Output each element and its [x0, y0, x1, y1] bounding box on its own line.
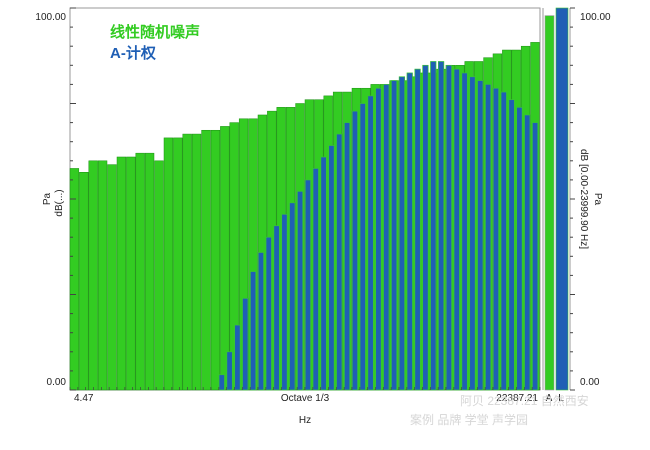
a-weighted-bar [281, 213, 288, 391]
noise-bar [135, 152, 145, 391]
a-weighted-bar [500, 91, 507, 391]
a-weighted-bar [469, 76, 476, 391]
a-weighted-bar [343, 122, 351, 391]
noise-bar [201, 129, 211, 391]
noise-bar [173, 137, 183, 391]
noise-bar [220, 126, 230, 391]
noise-bar [191, 133, 202, 391]
a-weighted-bar [359, 103, 366, 391]
noise-bar [107, 164, 117, 391]
a-weighted-bar [445, 64, 453, 391]
a-weighted-bar [218, 374, 225, 391]
colorbar-panel [542, 7, 571, 391]
colorbar-l-label: L [558, 393, 564, 404]
a-weighted-bar [414, 68, 421, 391]
noise-bar [144, 152, 155, 391]
a-weighted-bar [477, 80, 484, 391]
a-weighted-bar [296, 191, 304, 391]
a-weighted-bar [320, 156, 327, 391]
y-axis-unit-label: Pa [42, 192, 53, 205]
y-axis-db-label: dB(...) [54, 189, 65, 216]
noise-bar [182, 133, 192, 391]
a-weighted-bar [351, 110, 359, 391]
a-weighted-bar [453, 68, 460, 391]
a-weighted-bar [508, 99, 515, 391]
a-weighted-bar [375, 87, 382, 391]
colorbar-ticks [570, 7, 575, 391]
a-weighted-bar [461, 72, 468, 391]
a-weighted-bar [430, 61, 437, 391]
a-weighted-bar [304, 179, 312, 391]
noise-bar [126, 156, 136, 391]
a-weighted-bar [437, 61, 445, 391]
a-weighted-bar [390, 80, 398, 391]
colorbar-max-label: 100.00 [580, 12, 611, 23]
a-weighted-bar [398, 76, 406, 391]
legend-a-weighting: A-计权 [110, 44, 157, 62]
noise-bar [97, 160, 108, 391]
a-weighted-bar [289, 202, 296, 391]
a-weighted-bar [265, 236, 272, 391]
a-weighted-bar [531, 122, 539, 391]
colorbar-unit-label: Pa [592, 193, 603, 206]
x-axis-unit-label: Hz [299, 415, 311, 426]
a-weighted-bar [257, 252, 265, 391]
a-weighted-bar [383, 84, 390, 391]
a-weighted-bar [367, 95, 374, 391]
noise-bar [69, 168, 80, 391]
x-axis-center-label: Octave 1/3 [281, 393, 330, 404]
noise-bar [116, 156, 127, 391]
a-weighted-bar [226, 351, 233, 391]
a-weighted-bars [218, 61, 539, 391]
x-axis-ticks [69, 387, 541, 390]
noise-bar [154, 160, 164, 391]
a-weighted-bar [422, 64, 429, 391]
y-axis-min-label: 0.00 [47, 377, 67, 388]
legend-linear-noise: 线性随机噪声 [110, 23, 200, 41]
noise-bar [79, 172, 89, 391]
a-weighted-bar [312, 168, 319, 391]
watermark-line-2: 案例 品牌 学堂 声学园 [410, 412, 528, 427]
a-weighted-bar [234, 324, 241, 391]
y-axis-ticks [70, 7, 76, 391]
y-axis-max-label: 100.00 [35, 12, 66, 23]
noise-bar [210, 129, 221, 391]
a-weighted-bar [328, 145, 335, 391]
x-axis-end-label: 22387.21 [496, 393, 538, 404]
colorbar-l-level [555, 7, 569, 391]
noise-bar [88, 160, 98, 391]
a-weighted-bar [516, 106, 523, 391]
a-weighted-bar [492, 87, 500, 391]
a-weighted-bar [406, 72, 413, 391]
a-weighted-bar [484, 84, 492, 391]
a-weighted-bar [242, 297, 249, 391]
a-weighted-bar [336, 133, 343, 391]
colorbar-a-level [544, 15, 555, 391]
x-axis-start-label: 4.47 [74, 393, 94, 404]
colorbar-min-label: 0.00 [580, 377, 600, 388]
a-weighted-bar [524, 114, 531, 391]
a-weighted-bar [273, 225, 280, 391]
watermark-line-1: 阿贝 22387.21 自然西安 [460, 393, 589, 408]
colorbar-a-label: A [546, 393, 553, 404]
noise-bar [163, 137, 174, 391]
a-weighted-bar [249, 271, 257, 391]
colorbar-axis-label: dB [0.00-23999.90 Hz] [578, 149, 589, 249]
